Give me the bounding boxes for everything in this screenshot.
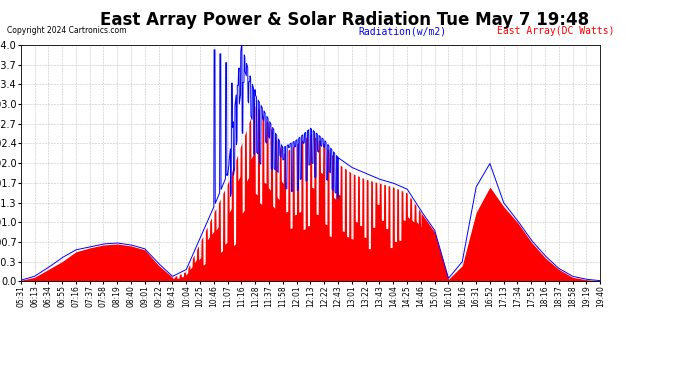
Text: East Array Power & Solar Radiation Tue May 7 19:48: East Array Power & Solar Radiation Tue M…: [101, 11, 589, 29]
Text: Radiation(w/m2): Radiation(w/m2): [359, 26, 447, 36]
Text: Copyright 2024 Cartronics.com: Copyright 2024 Cartronics.com: [7, 26, 126, 35]
Text: East Array(DC Watts): East Array(DC Watts): [497, 26, 614, 36]
